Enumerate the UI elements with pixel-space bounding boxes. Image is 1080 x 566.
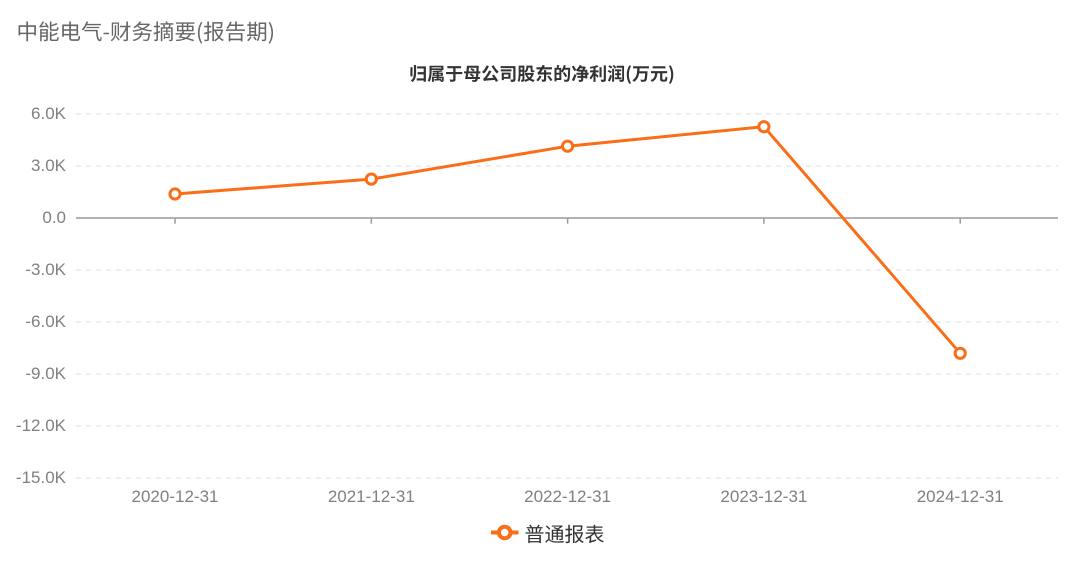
svg-text:-15.0K: -15.0K	[16, 468, 67, 487]
svg-text:2022-12-31: 2022-12-31	[524, 487, 611, 506]
svg-text:3.0K: 3.0K	[31, 156, 67, 175]
svg-text:2023-12-31: 2023-12-31	[720, 487, 807, 506]
svg-text:-6.0K: -6.0K	[25, 312, 66, 331]
svg-text:6.0K: 6.0K	[31, 104, 67, 123]
svg-text:2020-12-31: 2020-12-31	[132, 487, 219, 506]
svg-text:-9.0K: -9.0K	[25, 364, 66, 383]
svg-text:2024-12-31: 2024-12-31	[917, 487, 1004, 506]
svg-text:2021-12-31: 2021-12-31	[328, 487, 415, 506]
svg-text:-12.0K: -12.0K	[16, 416, 67, 435]
svg-text:-3.0K: -3.0K	[25, 260, 66, 279]
svg-text:0.0: 0.0	[42, 208, 66, 227]
